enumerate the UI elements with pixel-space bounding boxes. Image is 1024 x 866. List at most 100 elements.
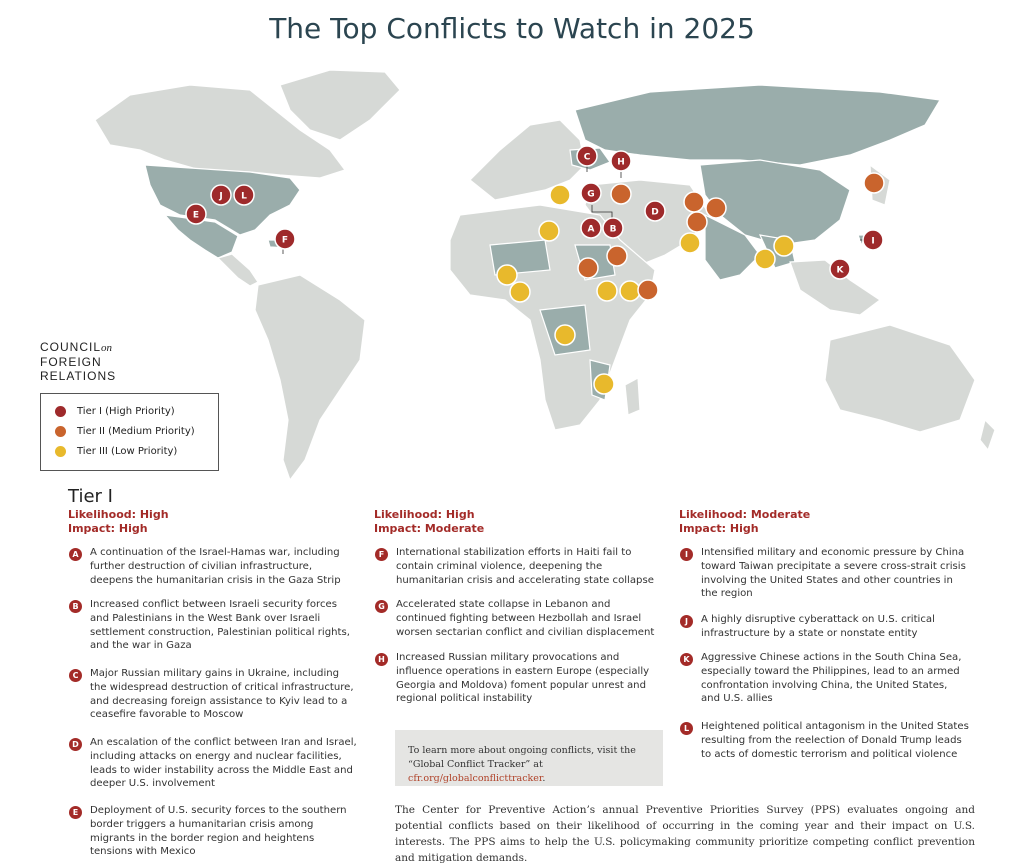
svg-text:H: H xyxy=(617,158,625,168)
item-badge-i: I xyxy=(680,548,693,561)
logo-line3: RELATIONS xyxy=(40,369,117,383)
svg-text:F: F xyxy=(282,236,288,246)
svg-text:K: K xyxy=(837,266,845,276)
tier3-marker xyxy=(596,280,618,302)
tier2-markers xyxy=(577,172,885,301)
likelihood-label: Likelihood: Moderate xyxy=(679,508,811,521)
tier3-markers xyxy=(496,184,795,395)
tier2-marker xyxy=(606,245,628,267)
item-i: Intensified military and economic pressu… xyxy=(701,547,966,600)
new-zealand-shape xyxy=(979,418,996,452)
item-badge-f: F xyxy=(375,548,388,561)
column2-header: Likelihood: High Impact: Moderate xyxy=(374,508,484,536)
cfr-logo: COUNCILon FOREIGN RELATIONS xyxy=(40,340,116,383)
info-box: To learn more about ongoing conflicts, v… xyxy=(395,730,663,786)
tier3-marker xyxy=(509,281,531,303)
item-badge-g: G xyxy=(375,600,388,613)
map-marker-d: D xyxy=(644,200,666,222)
item-d: An escalation of the conflict between Ir… xyxy=(90,737,357,790)
column1-header: Likelihood: High Impact: High xyxy=(68,508,169,536)
svg-text:I: I xyxy=(871,237,874,247)
item-badge-j: J xyxy=(680,615,693,628)
tier2-marker xyxy=(683,191,705,213)
madagascar-shape xyxy=(624,377,641,416)
item-f: International stabilization efforts in H… xyxy=(396,547,654,586)
logo-line1: COUNCIL xyxy=(40,340,102,354)
item-badge-h: H xyxy=(375,653,388,666)
tier1-dot-icon xyxy=(55,405,66,417)
tier3-marker xyxy=(538,220,560,242)
india-shape xyxy=(704,214,761,281)
tier3-dot-icon xyxy=(55,445,66,457)
south-america-shape xyxy=(254,274,366,482)
item-badge-k: K xyxy=(680,653,693,666)
svg-text:A: A xyxy=(588,225,595,235)
impact-label: Impact: High xyxy=(679,522,759,535)
column3-header: Likelihood: Moderate Impact: High xyxy=(679,508,810,536)
central-america-shape xyxy=(216,253,259,287)
legend-item-tier1: Tier I (High Priority) xyxy=(55,404,175,418)
svg-text:B: B xyxy=(610,225,617,235)
world-map: A B C D E F G H I J K L xyxy=(94,69,996,482)
impact-label: Impact: High xyxy=(68,522,148,535)
svg-text:J: J xyxy=(218,192,222,202)
svg-text:C: C xyxy=(584,153,591,163)
item-badge-d: D xyxy=(69,738,82,751)
tier3-marker xyxy=(549,184,571,206)
southeast-asia-shape xyxy=(789,259,882,316)
conflict-tracker-link[interactable]: cfr.org/globalconflicttracker xyxy=(408,773,543,784)
item-g: Accelerated state collapse in Lebanon an… xyxy=(396,599,655,638)
svg-text:E: E xyxy=(193,211,199,221)
impact-label: Impact: Moderate xyxy=(374,522,485,535)
tier2-dot-icon xyxy=(55,425,66,437)
item-badge-a: A xyxy=(69,548,82,561)
tier3-marker xyxy=(754,248,776,270)
map-legend: Tier I (High Priority) Tier II (Medium P… xyxy=(40,393,219,471)
legend-label: Tier II (Medium Priority) xyxy=(77,425,195,437)
map-marker-f: F xyxy=(274,228,296,250)
canada-shape xyxy=(94,84,346,179)
tier2-marker xyxy=(637,279,659,301)
map-marker-k: K xyxy=(829,258,851,280)
map-marker-a: A xyxy=(580,217,602,239)
info-box-end: . xyxy=(542,773,546,784)
map-marker-i: I xyxy=(862,229,884,251)
likelihood-label: Likelihood: High xyxy=(68,508,169,521)
map-marker-b: B xyxy=(602,217,624,239)
likelihood-label: Likelihood: High xyxy=(374,508,475,521)
map-marker-c: C xyxy=(576,145,598,167)
logo-line1-suffix: on xyxy=(101,342,113,354)
legend-label: Tier III (Low Priority) xyxy=(77,445,178,457)
item-badge-l: L xyxy=(680,722,693,735)
legend-label: Tier I (High Priority) xyxy=(77,405,175,417)
map-marker-j: J xyxy=(210,184,232,206)
item-h: Increased Russian military provocations … xyxy=(396,652,650,705)
tier3-marker xyxy=(679,232,701,254)
tier-heading: Tier I xyxy=(68,486,113,507)
legend-item-tier3: Tier III (Low Priority) xyxy=(55,444,177,458)
tier2-marker xyxy=(686,211,708,233)
tier2-marker xyxy=(863,172,885,194)
page-title: The Top Conflicts to Watch in 2025 xyxy=(269,12,755,45)
logo-line2: FOREIGN xyxy=(40,355,102,369)
map-marker-e: E xyxy=(185,203,207,225)
legend-item-tier2: Tier II (Medium Priority) xyxy=(55,424,195,438)
item-badge-e: E xyxy=(69,806,82,819)
tier3-marker xyxy=(619,280,641,302)
tier2-marker xyxy=(705,197,727,219)
tier3-marker xyxy=(593,373,615,395)
australia-shape xyxy=(824,324,976,433)
item-a: A continuation of the Israel-Hamas war, … xyxy=(90,547,341,586)
item-c: Major Russian military gains in Ukraine,… xyxy=(90,668,354,721)
svg-text:D: D xyxy=(651,208,658,218)
tier3-marker xyxy=(496,264,518,286)
russia-shape xyxy=(574,84,941,166)
info-box-text: To learn more about ongoing conflicts, v… xyxy=(408,745,636,770)
svg-text:L: L xyxy=(241,192,247,202)
map-marker-g: G xyxy=(580,182,602,204)
item-e: Deployment of U.S. security forces to th… xyxy=(90,805,347,858)
map-marker-h: H xyxy=(610,150,632,172)
tier3-marker xyxy=(554,324,576,346)
svg-text:G: G xyxy=(587,190,594,200)
item-k: Aggressive Chinese actions in the South … xyxy=(701,652,962,705)
